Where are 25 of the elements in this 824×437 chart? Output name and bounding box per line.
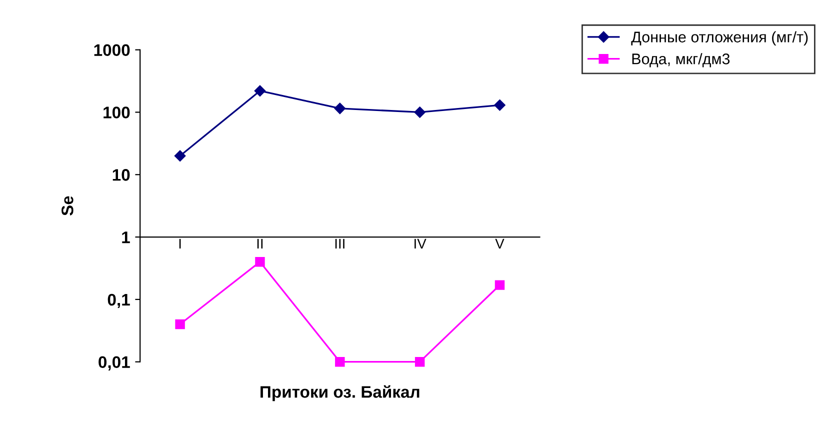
point xyxy=(494,100,506,111)
x-tick-label: I xyxy=(179,238,181,248)
point xyxy=(335,356,345,367)
point xyxy=(334,102,346,114)
point xyxy=(175,319,185,330)
y-tick-label: 1000 xyxy=(94,44,130,56)
x-tick-label: IV xyxy=(414,238,426,248)
legend-label: Вода, мкг/дм3 xyxy=(632,53,730,68)
point xyxy=(494,280,505,290)
legend-label: Донные отложения (мг/т) xyxy=(631,31,808,46)
point xyxy=(414,356,425,367)
point xyxy=(414,106,426,118)
y-tick-label: 0,01 xyxy=(98,356,130,370)
y-axis-title: Se xyxy=(62,196,74,216)
y-tick-label: 10 xyxy=(112,169,130,181)
point xyxy=(254,85,266,96)
point xyxy=(255,257,265,267)
point xyxy=(174,150,186,162)
x-tick-label: III xyxy=(335,238,344,248)
y-tick-label: 0,1 xyxy=(108,294,130,308)
y-tick-label: 1 xyxy=(122,232,130,244)
x-axis-title: Притоки оз. Байкал xyxy=(260,385,420,402)
x-tick-label: II xyxy=(257,238,263,248)
x-tick-label: V xyxy=(495,238,504,248)
y-tick-label: 100 xyxy=(104,106,130,118)
